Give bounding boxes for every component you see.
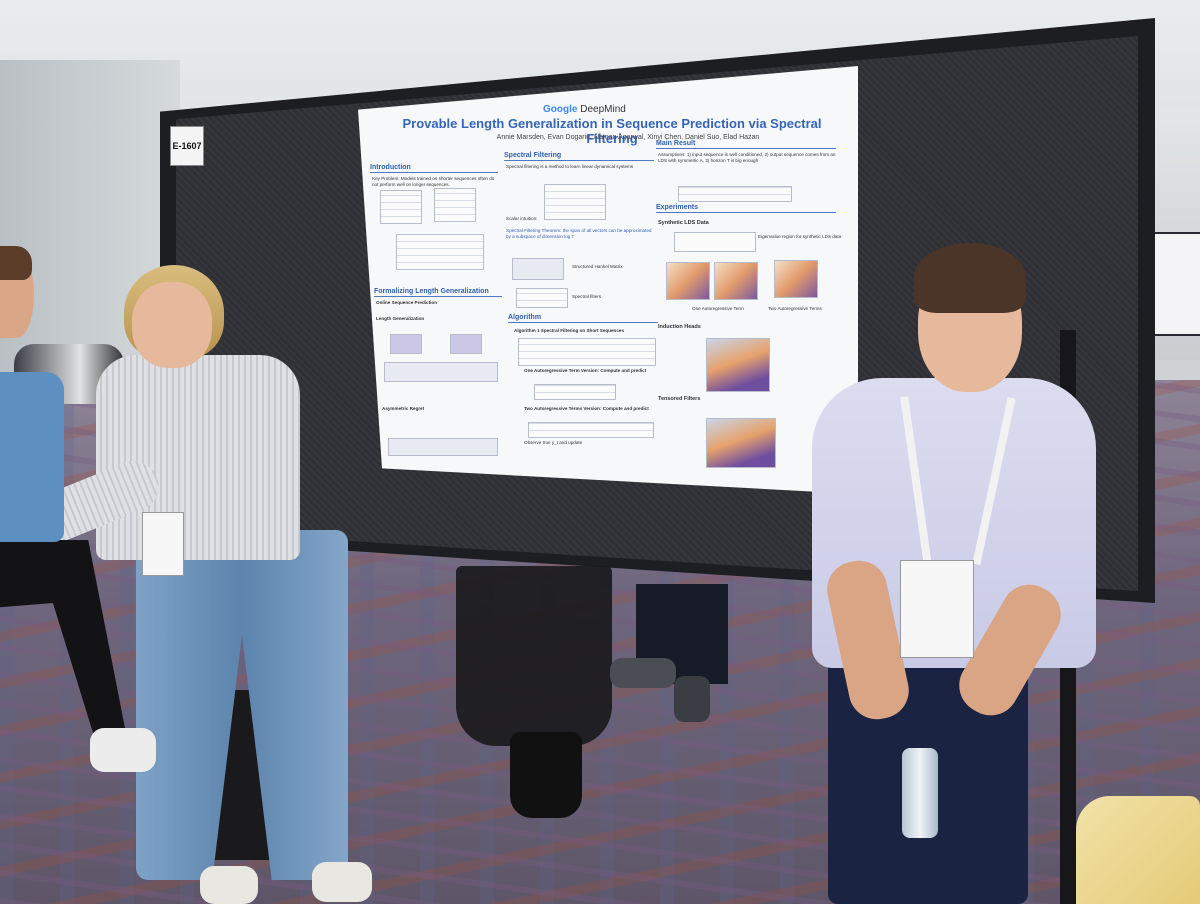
main-result-formula: [678, 186, 792, 202]
black-boots: [510, 732, 582, 818]
lds-diagram: [544, 184, 606, 220]
presenter-woman-name-badge: [142, 512, 184, 576]
synthetic-plot-1: [666, 262, 710, 300]
section-experiments: Experiments: [656, 204, 836, 213]
regret-formula-box: [388, 438, 498, 456]
spectral-theorem-text: Spectral Filtering Theorem: the span of …: [506, 228, 652, 239]
section-algorithm: Algorithm: [508, 314, 658, 323]
training-diagram-box: [390, 334, 422, 354]
poster-authors: Annie Marsden, Evan Dogariu, Naman Agarw…: [496, 134, 760, 141]
synthetic-plot-3: [774, 260, 818, 298]
one-autoregressive-label: One Autoregressive Term: [692, 306, 744, 311]
booth-number-tag: E-1607: [170, 126, 204, 166]
asymmetric-regret-heading: Asymmetric Regret: [382, 406, 425, 411]
one-term-formula: [534, 384, 616, 400]
hankel-label: Structured Hankel Matrix: [572, 264, 623, 269]
sneaker-right: [674, 676, 710, 722]
deepmind-logo: Google DeepMind: [543, 104, 626, 115]
presenter-woman-face: [132, 282, 212, 368]
yellow-bag: [1076, 796, 1200, 904]
two-term-formula: [528, 422, 654, 438]
spectral-filters-label: Spectral filters: [572, 294, 602, 299]
presenter-man-name-badge: [900, 560, 974, 658]
attendee-left-hair: [0, 246, 32, 280]
presenter-man-hair: [914, 243, 1026, 313]
attendee-left-blue-shirt: [0, 372, 64, 542]
logo-brand: Google: [543, 104, 578, 115]
length-generalization-heading: Length Generalization: [376, 316, 425, 321]
hankel-matrix-figure: [512, 258, 564, 280]
booth-number: E-1607: [172, 141, 202, 151]
sequence-diagram: [384, 362, 498, 382]
scalar-intuition-label: Scalar intuition:: [506, 216, 538, 221]
eigenvalue-region-label: Eigenvalue region for synthetic LDS data: [758, 234, 842, 239]
tensored-filters-heading: Tensored Filters: [658, 396, 701, 402]
online-sequence-heading: Online Sequence Prediction: [376, 300, 438, 305]
testing-diagram-box: [450, 334, 482, 354]
research-poster: Google DeepMind Provable Length Generali…: [358, 66, 858, 494]
section-introduction: Introduction: [370, 164, 498, 173]
intro-plot-grid: [396, 234, 484, 270]
person-behind-board-sheer-skirt: [456, 566, 612, 746]
water-bottle: [902, 748, 938, 838]
logo-product: DeepMind: [580, 104, 626, 115]
spectral-filters-plot: [516, 288, 568, 308]
eigenvalue-region-figure: [674, 232, 756, 252]
two-autoregressive-label: Two Autoregressive Terms: [768, 306, 822, 311]
observe-update-text: Observe true y_t and update: [524, 440, 583, 445]
presenter-woman-shoe-right: [312, 862, 372, 902]
spectral-intro-text: Spectral filtering is a method to learn …: [506, 164, 634, 169]
synthetic-lds-heading: Synthetic LDS Data: [658, 220, 709, 226]
algorithm-caption: Algorithm 1 Spectral Filtering on Short …: [514, 328, 625, 333]
intro-plot-2: [434, 188, 476, 222]
synthetic-plot-2: [714, 262, 758, 300]
section-main-result: Main Result: [656, 140, 836, 149]
attendee-left-shoe: [90, 728, 156, 772]
section-formalizing: Formalizing Length Generalization: [374, 288, 502, 297]
key-problem-text: Key Problem: Models trained on shorter s…: [372, 176, 495, 187]
induction-heads-heading: Induction Heads: [658, 324, 701, 330]
presenter-woman-shoe-left: [200, 866, 258, 904]
presenter-woman-striped-shirt: [96, 355, 300, 560]
poster-title: Provable Length Generalization in Sequen…: [402, 116, 822, 146]
assumptions-text: Assumptions: 1) input sequence is well c…: [658, 152, 836, 163]
sneaker-left: [610, 658, 676, 688]
induction-heads-plot: [706, 338, 770, 392]
tensored-filters-plot: [706, 418, 776, 468]
two-term-version: Two Autoregressive Terms Version: Comput…: [524, 406, 649, 411]
algorithm-input-lines: [518, 338, 656, 366]
section-spectral-filtering: Spectral Filtering: [504, 152, 654, 161]
one-term-version: One Autoregressive Term Version: Compute…: [524, 368, 647, 373]
intro-plot-1: [380, 190, 422, 224]
